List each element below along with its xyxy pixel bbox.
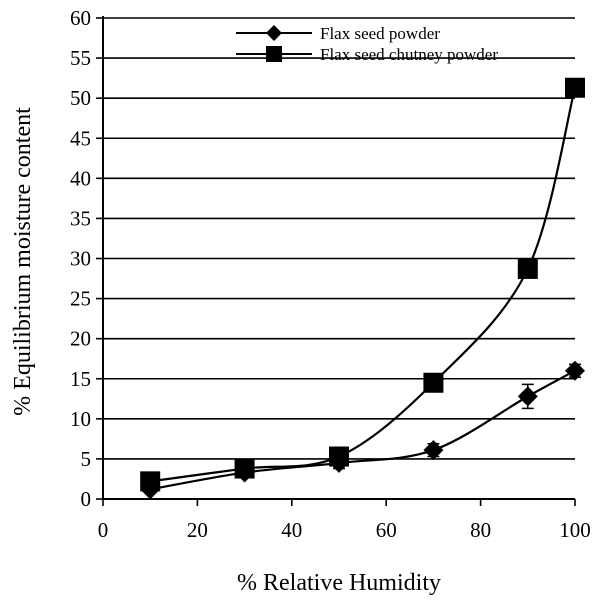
x-tick-label-20: 20: [187, 518, 208, 542]
legend-item-1-marker: [266, 25, 282, 41]
y-tick-label-5: 5: [81, 447, 92, 471]
y-tick-label-0: 0: [81, 487, 92, 511]
legend-item-1-label: Flax seed powder: [320, 24, 440, 43]
x-axis-title: % Relative Humidity: [237, 570, 441, 596]
x-tick-label-0: 0: [98, 518, 109, 542]
y-tick-label-40: 40: [70, 166, 91, 190]
series-1-point-4: [423, 440, 444, 461]
series-2-point-5: [517, 258, 538, 279]
x-tick-label-40: 40: [281, 518, 302, 542]
y-tick-label-15: 15: [70, 367, 91, 391]
series-2-point-3: [329, 446, 349, 467]
y-tick-label-45: 45: [70, 126, 91, 150]
y-tick-labels: 0 5 10 15 20 25 30 35 40 45 50 55 60: [70, 6, 91, 511]
x-tick-label-100: 100: [559, 518, 591, 542]
y-tick-label-50: 50: [70, 86, 91, 110]
series-2: [140, 77, 585, 492]
axes: [96, 16, 576, 506]
legend-item-2-marker: [266, 46, 282, 62]
series-layer: [140, 77, 585, 500]
y-axis-title: % Equilibrium moisture content: [10, 107, 36, 416]
x-tick-labels: 0 20 40 60 80 100: [98, 518, 591, 542]
series-2-line: [150, 87, 577, 483]
series-2-point-2: [234, 458, 255, 479]
x-tick-label-80: 80: [470, 518, 491, 542]
series-2-point-4: [423, 372, 444, 393]
y-tick-label-30: 30: [70, 247, 91, 271]
legend: Flax seed powder Flax seed chutney powder: [236, 24, 498, 64]
legend-item-2-label: Flax seed chutney powder: [320, 45, 498, 64]
grid-lines: [103, 17, 575, 460]
x-tick-label-60: 60: [376, 518, 397, 542]
y-tick-label-60: 60: [70, 6, 91, 30]
y-tick-label-55: 55: [70, 46, 91, 70]
y-tick-label-35: 35: [70, 206, 91, 230]
series-1-point-5: [517, 386, 538, 407]
legend-item-2: Flax seed chutney powder: [236, 45, 498, 64]
legend-item-1: Flax seed powder: [236, 24, 440, 43]
series-2-point-6: [565, 77, 585, 98]
series-1-point-6: [565, 360, 585, 381]
y-tick-label-20: 20: [70, 327, 91, 351]
series-1: [140, 360, 585, 500]
y-tick-label-10: 10: [70, 407, 91, 431]
series-2-point-1: [140, 471, 161, 492]
y-tick-label-25: 25: [70, 287, 91, 311]
